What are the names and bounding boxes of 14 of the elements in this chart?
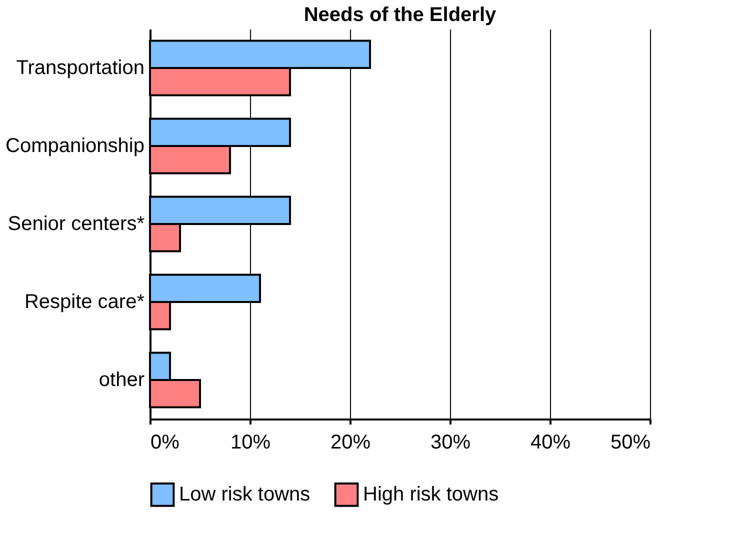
y-tick-label: Companionship	[6, 135, 144, 157]
y-tick-label: Senior centers*	[8, 213, 145, 235]
y-tick-label: other	[98, 369, 145, 391]
x-tick-label: 30%	[430, 432, 471, 454]
x-tick-label: 40%	[530, 432, 571, 454]
chart-title: Needs of the Elderly	[304, 4, 498, 26]
x-tick-label: 20%	[330, 432, 371, 454]
x-tick-label: 0%	[150, 432, 180, 454]
x-tick-label: 50%	[610, 432, 651, 454]
legend-label: Low risk towns	[179, 484, 310, 506]
legend-label: High risk towns	[363, 484, 499, 506]
y-tick-label: Transportation	[16, 57, 144, 79]
x-tick-label: 10%	[230, 432, 271, 454]
y-tick-label: Respite care*	[24, 291, 145, 313]
